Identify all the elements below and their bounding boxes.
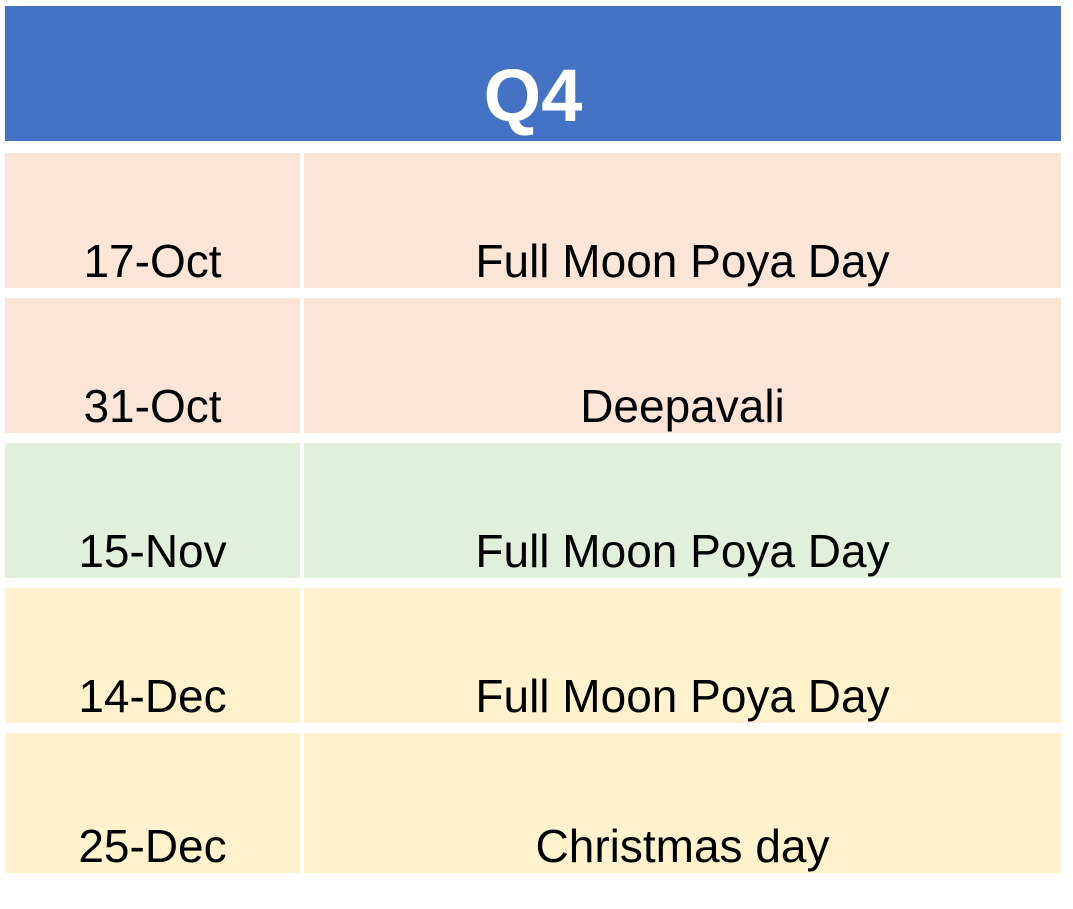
table-header: Q4 xyxy=(5,6,1061,141)
date-cell: 31-Oct xyxy=(5,298,300,433)
event-cell: Christmas day xyxy=(304,733,1061,873)
table-row: 25-Dec Christmas day xyxy=(5,733,1061,873)
table-row: 14-Dec Full Moon Poya Day xyxy=(5,588,1061,723)
holiday-table: Q4 17-Oct Full Moon Poya Day 31-Oct Deep… xyxy=(5,6,1061,873)
date-cell: 15-Nov xyxy=(5,443,300,578)
header-gap xyxy=(5,141,1061,153)
table-row: 31-Oct Deepavali xyxy=(5,298,1061,433)
event-cell: Full Moon Poya Day xyxy=(304,153,1061,288)
quarter-title: Q4 xyxy=(483,54,583,137)
event-cell: Deepavali xyxy=(304,298,1061,433)
date-cell: 25-Dec xyxy=(5,733,300,873)
table-row: 15-Nov Full Moon Poya Day xyxy=(5,443,1061,578)
event-cell: Full Moon Poya Day xyxy=(304,443,1061,578)
table-row: 17-Oct Full Moon Poya Day xyxy=(5,153,1061,288)
date-cell: 14-Dec xyxy=(5,588,300,723)
event-cell: Full Moon Poya Day xyxy=(304,588,1061,723)
date-cell: 17-Oct xyxy=(5,153,300,288)
